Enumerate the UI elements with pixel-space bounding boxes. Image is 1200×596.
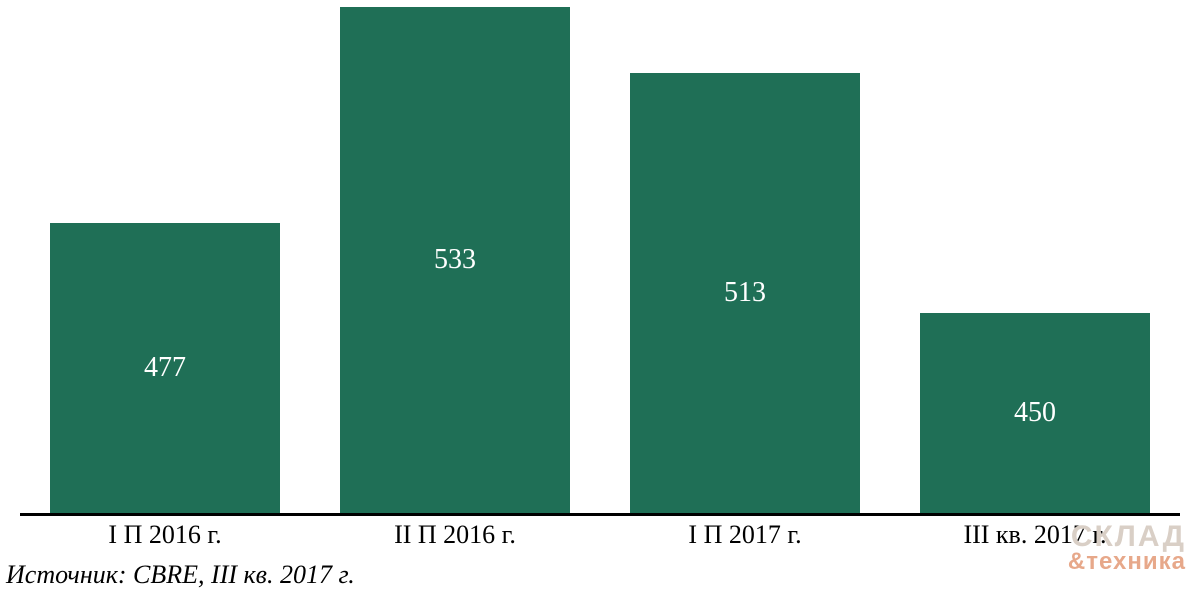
bar-slot: 450 — [890, 0, 1180, 513]
x-axis-labels: I П 2016 г. II П 2016 г. I П 2017 г. III… — [20, 520, 1180, 556]
bar-0: 477 — [50, 223, 280, 513]
x-label: I П 2017 г. — [600, 520, 890, 556]
bar-value-label: 533 — [340, 244, 570, 276]
x-label: III кв. 2017 г. — [890, 520, 1180, 556]
bar-value-label: 450 — [920, 397, 1150, 429]
bar-slot: 513 — [600, 0, 890, 513]
plot-area: 477 533 513 450 — [20, 0, 1180, 516]
bar-1: 533 — [340, 7, 570, 513]
source-citation: Источник: CBRE, III кв. 2017 г. — [6, 560, 355, 590]
bar-3: 450 — [920, 313, 1150, 513]
bars-container: 477 533 513 450 — [20, 0, 1180, 513]
bar-slot: 477 — [20, 0, 310, 513]
bar-chart: 477 533 513 450 I П 2016 г. II П 2016 — [0, 0, 1200, 596]
bar-value-label: 513 — [630, 277, 860, 309]
x-label: II П 2016 г. — [310, 520, 600, 556]
bar-slot: 533 — [310, 0, 600, 513]
bar-value-label: 477 — [50, 352, 280, 384]
bar-2: 513 — [630, 73, 860, 513]
x-label: I П 2016 г. — [20, 520, 310, 556]
